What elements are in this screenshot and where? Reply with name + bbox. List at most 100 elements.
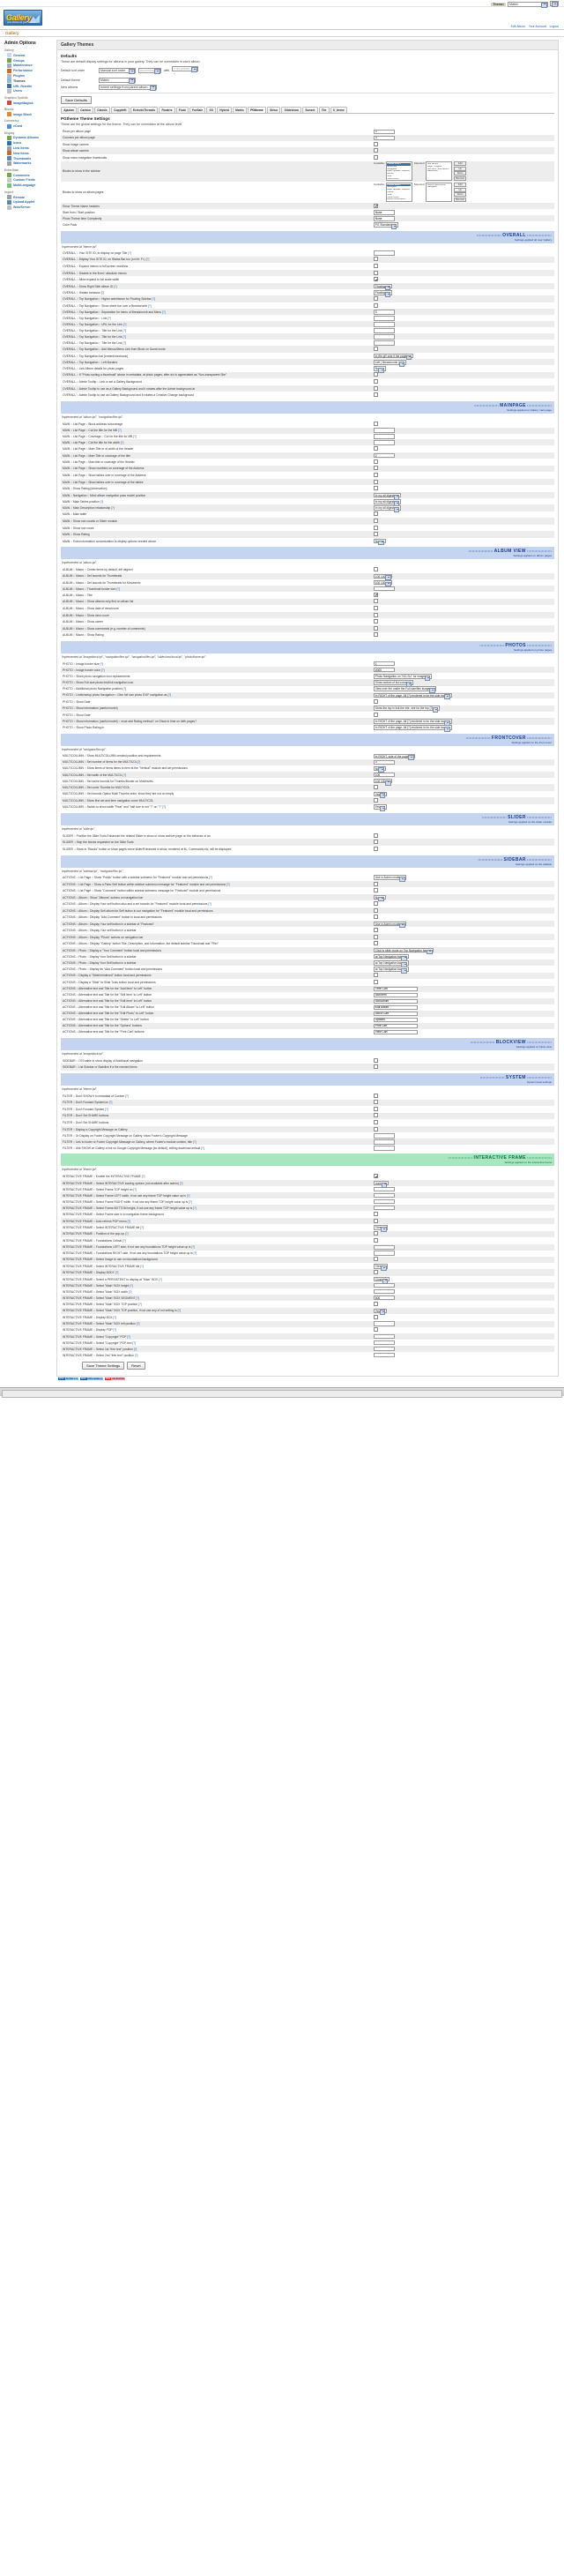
theme-switcher[interactable]: Theme: Matrix: [491, 1, 559, 8]
sidebar-item-ecard[interactable]: eCard: [4, 123, 53, 129]
block-picker-selected-option[interactable]: Navigator: [427, 186, 437, 189]
help-link[interactable]: [?]: [100, 661, 104, 666]
help-link[interactable]: [?]: [130, 1283, 133, 1288]
setting-select[interactable]: Tiles: [373, 1225, 389, 1232]
setting-select[interactable]: In my all digest: [373, 499, 402, 506]
block-picker-down-button[interactable]: Down: [454, 171, 466, 176]
help-link[interactable]: [?]: [226, 882, 230, 886]
setting-text-input[interactable]: [373, 1017, 418, 1022]
help-link[interactable]: [?]: [159, 1277, 162, 1281]
setting-text-input[interactable]: [373, 1283, 395, 1288]
setting-checkbox[interactable]: ✔: [373, 592, 379, 598]
setting-checkbox[interactable]: [373, 1211, 378, 1216]
setting-text-input[interactable]: [373, 772, 395, 778]
setting-select[interactable]: View over the under the Full size/flex i…: [373, 686, 437, 693]
tab-fluid[interactable]: Fluid: [175, 106, 189, 113]
setting-checkbox[interactable]: [373, 1093, 378, 1098]
setting-checkbox[interactable]: [373, 1120, 378, 1125]
theme-switcher-go[interactable]: [550, 1, 559, 7]
help-link[interactable]: [?]: [193, 1139, 197, 1144]
setting-text-input[interactable]: [373, 135, 395, 141]
help-link[interactable]: [?]: [193, 1206, 197, 1210]
block-picker-available-option[interactable]: View Count: [387, 177, 399, 180]
setting-checkbox[interactable]: ✔: [373, 277, 379, 282]
help-link[interactable]: [?]: [179, 1181, 183, 1185]
setting-checkbox[interactable]: [373, 148, 378, 153]
setting-checkbox[interactable]: [373, 154, 378, 160]
help-link[interactable]: [?]: [115, 1271, 119, 1275]
help-link[interactable]: [?]: [118, 429, 122, 432]
setting-checkbox[interactable]: [373, 888, 378, 893]
block-picker-available-list[interactable]: Please select Navigator Date: upload / cap…: [385, 183, 412, 203]
setting-checkbox[interactable]: [373, 1126, 378, 1131]
block-picker-available-option[interactable]: View Count: [387, 196, 399, 198]
breadcrumb-root[interactable]: Gallery: [5, 31, 19, 35]
setting-checkbox[interactable]: [373, 840, 378, 845]
setting-select[interactable]: In my all digest: [373, 492, 402, 499]
setting-select[interactable]: at Top Navigation bar: [373, 960, 409, 967]
block-picker-available-list[interactable]: Please select itemLinks Navigator Date: upl…: [385, 161, 412, 182]
setting-select[interactable]: 100 100: [373, 573, 393, 580]
setting-text-input[interactable]: [373, 1023, 418, 1028]
setting-select[interactable]: Photo Navigation on "NO-SU" for image: [373, 674, 433, 681]
help-link[interactable]: [?]: [122, 1238, 126, 1243]
sidebar-item-groups[interactable]: Groups: [4, 58, 53, 63]
setting-text-input[interactable]: [373, 759, 395, 765]
sidebar-item-upload-applet[interactable]: Upload Applet: [4, 199, 53, 205]
setting-select[interactable]: Floating: [373, 283, 393, 290]
block-picker-up-button[interactable]: Up: [454, 187, 466, 192]
block-picker-available-option[interactable]: Owner: [387, 190, 394, 193]
block-picker-available-option[interactable]: Owner: [387, 173, 394, 175]
block-picker-selected-option[interactable]: Site Admin: [427, 162, 439, 165]
setting-checkbox[interactable]: [373, 421, 378, 426]
account-tool-0[interactable]: Edit Album: [510, 25, 525, 28]
setting-checkbox[interactable]: [373, 1106, 378, 1111]
default-sort-direction-select[interactable]: Ascending: [138, 68, 161, 75]
setting-checkbox[interactable]: [373, 907, 378, 913]
setting-select[interactable]: at Top Navigation bar: [373, 967, 409, 974]
setting-text-input[interactable]: [373, 668, 395, 673]
setting-checkbox[interactable]: ✔: [373, 203, 379, 209]
setting-checkbox[interactable]: [373, 1218, 378, 1223]
setting-checkbox[interactable]: [373, 378, 378, 384]
setting-checkbox[interactable]: [373, 257, 378, 262]
setting-checkbox[interactable]: [373, 511, 378, 517]
help-link[interactable]: [?]: [145, 258, 150, 262]
help-link[interactable]: [?]: [193, 1251, 197, 1256]
setting-select[interactable]: In the gR side if the page: [373, 353, 414, 360]
setting-checkbox[interactable]: [373, 1327, 378, 1333]
help-link[interactable]: [?]: [125, 1094, 129, 1098]
setting-checkbox[interactable]: [373, 486, 378, 491]
setting-text-input[interactable]: [373, 310, 395, 315]
sidebar-item-plugins[interactable]: Plugins: [4, 73, 53, 78]
setting-checkbox[interactable]: [373, 1257, 378, 1262]
sidebar-item-general[interactable]: General: [4, 53, 53, 58]
setting-select[interactable]: 100 100: [373, 778, 393, 786]
setting-select[interactable]: Yes: [373, 804, 387, 811]
setting-select[interactable]: 100 100: [373, 579, 393, 586]
help-link[interactable]: [?]: [124, 1232, 129, 1236]
setting-checkbox[interactable]: [373, 934, 378, 939]
setting-text-input[interactable]: [373, 328, 395, 333]
setting-checkbox[interactable]: [373, 296, 378, 302]
help-link[interactable]: [?]: [113, 1315, 117, 1319]
setting-text-input[interactable]: [373, 1289, 395, 1295]
help-link[interactable]: [?]: [191, 1245, 195, 1250]
setting-checkbox[interactable]: [373, 698, 378, 704]
block-picker-remove-button[interactable]: Remove: [454, 197, 466, 202]
sidebar-item-custom-fields[interactable]: Custom Fields: [4, 177, 53, 183]
block-picker-down-button[interactable]: Down: [454, 192, 466, 198]
help-link[interactable]: [?]: [136, 1295, 139, 1300]
sidebar-item-image-block[interactable]: Image Block: [4, 112, 53, 117]
setting-text-input[interactable]: [373, 340, 395, 346]
help-link[interactable]: [?]: [122, 322, 127, 326]
setting-text-input[interactable]: [373, 1187, 395, 1192]
setting-checkbox[interactable]: [373, 1270, 378, 1275]
setting-checkbox[interactable]: [373, 270, 378, 275]
sidebar-item-new-items[interactable]: New Items: [4, 151, 53, 156]
setting-select[interactable]: Show bottom of list icons: [373, 680, 414, 687]
block-picker-selected-list[interactable]: Site Admin Login / Logout Add item / Edit …: [426, 161, 453, 182]
help-link[interactable]: [?]: [141, 1175, 145, 1179]
tab-pgtheme[interactable]: PGtheme: [248, 106, 266, 113]
setting-checkbox[interactable]: [373, 347, 378, 352]
